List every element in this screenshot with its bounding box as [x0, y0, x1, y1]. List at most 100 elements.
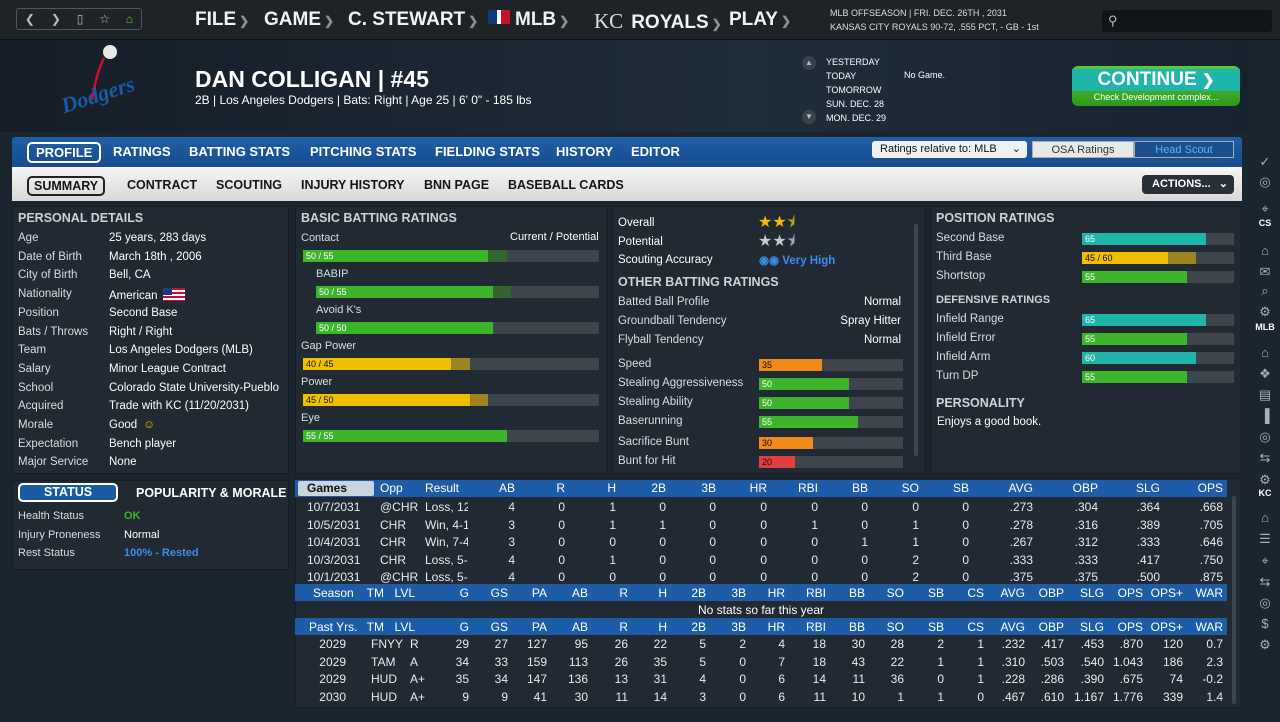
roster-icon[interactable]: ☰: [1259, 531, 1271, 546]
search-icon[interactable]: ⌕: [1261, 283, 1269, 298]
stats-header-cell: AB: [571, 586, 588, 600]
running-rating-label: Stealing Ability: [618, 396, 693, 408]
rating-value: 50 / 55: [306, 251, 334, 261]
tab-status[interactable]: STATUS: [18, 483, 118, 502]
game-cell: .273: [1009, 500, 1033, 514]
tab-fielding-stats[interactable]: FIELDING STATS: [435, 144, 540, 159]
detail-value: Minor League Contract: [109, 363, 226, 375]
menu-team[interactable]: KC ROYALS ❯: [594, 9, 722, 33]
star-icon[interactable]: ☆: [99, 12, 110, 26]
past-stats-cell: 2029: [319, 672, 346, 686]
detail-value-text: Bench player: [109, 437, 177, 450]
game-cell: 2: [912, 570, 919, 584]
rating-fill: [759, 397, 849, 409]
tab-baseball-cards[interactable]: BASEBALL CARDS: [508, 178, 624, 192]
detail-value-text: Minor League Contract: [109, 362, 226, 375]
actions-dropdown[interactable]: ACTIONS... ⌄: [1142, 175, 1234, 194]
menu-play[interactable]: PLAY ❯: [729, 9, 791, 30]
past-stats-cell: 1: [977, 672, 984, 686]
menu-game[interactable]: GAME ❯: [264, 9, 335, 30]
phone-icon[interactable]: ▯: [76, 12, 84, 26]
batting-rating-label: Gap Power: [301, 340, 357, 352]
menu-file[interactable]: FILE ❯: [195, 9, 250, 30]
trade-icon[interactable]: ⇆: [1259, 574, 1271, 589]
summary-panel: [612, 206, 926, 474]
tab-scouting[interactable]: SCOUTING: [216, 178, 282, 192]
stats-header-cell: TM: [366, 620, 384, 634]
stats-scrollbar[interactable]: [1232, 496, 1236, 704]
chart-icon[interactable]: ▐: [1260, 408, 1270, 423]
schedule-up-icon[interactable]: ▲: [802, 56, 816, 70]
running-rating-label: Sacrifice Bunt: [618, 436, 689, 448]
past-stats-cell: A+: [410, 689, 426, 704]
game-cell: 0: [659, 500, 666, 514]
sub-tabs: SUMMARY CONTRACT SCOUTING INJURY HISTORY…: [12, 167, 1242, 201]
house-icon[interactable]: ⌂: [1261, 345, 1269, 360]
schedule-down-icon[interactable]: ▼: [802, 110, 816, 124]
search-input[interactable]: ⚲: [1102, 10, 1272, 32]
osa-ratings-toggle[interactable]: OSA Ratings: [1032, 141, 1134, 158]
games-header-cell[interactable]: Games: [307, 481, 348, 495]
ratings-relative-select[interactable]: Ratings relative to: MLB ⌄: [872, 141, 1027, 158]
game-cell: 0: [709, 517, 716, 532]
house-icon[interactable]: ⌂: [1261, 510, 1269, 525]
rating-value: 45 / 60: [1085, 253, 1113, 263]
position-rating-label: Second Base: [936, 232, 1005, 244]
stats-header-cell: BB: [848, 620, 865, 634]
tab-contract[interactable]: CONTRACT: [127, 178, 198, 192]
league-icon[interactable]: ❖: [1259, 366, 1271, 381]
head-scout-toggle[interactable]: Head Scout: [1134, 141, 1234, 158]
tab-ratings[interactable]: RATINGS: [113, 144, 171, 159]
tab-summary[interactable]: SUMMARY: [27, 176, 106, 196]
house-icon[interactable]: ⌂: [1261, 243, 1269, 258]
baseball-icon[interactable]: ◎: [1259, 429, 1271, 444]
tab-editor[interactable]: EDITOR: [631, 144, 680, 159]
stats-header-cell: HR: [767, 586, 785, 600]
past-stats-cell: .610: [1040, 689, 1064, 704]
rating-value: 45 / 50: [306, 395, 334, 405]
gear-icon[interactable]: ⚙: [1259, 304, 1271, 319]
personality-text: Enjoys a good book.: [937, 416, 1042, 428]
mail-icon[interactable]: ✉: [1259, 264, 1271, 279]
stats-header-cell: RBI: [805, 586, 826, 600]
running-rating-label: Speed: [618, 358, 652, 370]
tab-profile[interactable]: PROFILE: [27, 142, 102, 163]
continue-button[interactable]: CONTINUE ❯ Check Development complex...: [1072, 66, 1240, 106]
game-cell: Loss, 12-9: [425, 500, 468, 514]
checkmark-icon[interactable]: ✓: [1259, 154, 1271, 169]
tab-pitching-stats[interactable]: PITCHING STATS: [310, 144, 417, 159]
past-stats-cell: 28: [890, 637, 904, 651]
globe-icon[interactable]: ◎: [1259, 174, 1271, 189]
home-icon[interactable]: ⌂: [125, 12, 134, 26]
summary-scrollbar[interactable]: [914, 224, 918, 456]
trade-icon[interactable]: ⇆: [1259, 450, 1271, 465]
tab-injury-history[interactable]: INJURY HISTORY: [301, 178, 405, 192]
card-icon[interactable]: ▤: [1258, 387, 1272, 402]
gear-icon[interactable]: ⚙: [1259, 637, 1271, 652]
past-stats-cell: 34: [455, 654, 469, 669]
pin-icon[interactable]: ⌖: [1261, 553, 1269, 568]
back-icon[interactable]: ❮: [24, 12, 35, 26]
pin-icon[interactable]: ⌖: [1261, 201, 1269, 216]
scouting-accuracy-label: Scouting Accuracy: [618, 254, 713, 266]
baseball-icon[interactable]: ◎: [1259, 595, 1271, 610]
money-icon[interactable]: $: [1261, 616, 1269, 631]
past-stats-cell: 339: [1162, 689, 1183, 704]
past-stats-cell: 1: [977, 654, 984, 669]
game-cell: 0: [659, 535, 666, 549]
forward-icon[interactable]: ❯: [50, 12, 61, 26]
position-rating-label: Shortstop: [936, 270, 986, 282]
status-label: Injury Proneness: [18, 528, 101, 541]
tab-history[interactable]: HISTORY: [556, 144, 614, 159]
rating-bar: 65: [1082, 233, 1234, 245]
stats-header-cell: G: [459, 620, 469, 634]
menu-league[interactable]: MLB ❯: [488, 9, 569, 31]
game-cell: .500: [1136, 570, 1160, 584]
games-header-cell: AVG: [1008, 481, 1033, 495]
tab-batting-stats[interactable]: BATTING STATS: [189, 144, 291, 159]
tab-popularity-morale[interactable]: POPULARITY & MORALE: [136, 486, 287, 500]
tab-bnn-page[interactable]: BNN PAGE: [424, 178, 490, 192]
settings-icon[interactable]: ⚙: [1259, 472, 1271, 487]
menu-manager[interactable]: C. STEWART ❯: [348, 9, 479, 30]
games-select[interactable]: [298, 481, 374, 496]
